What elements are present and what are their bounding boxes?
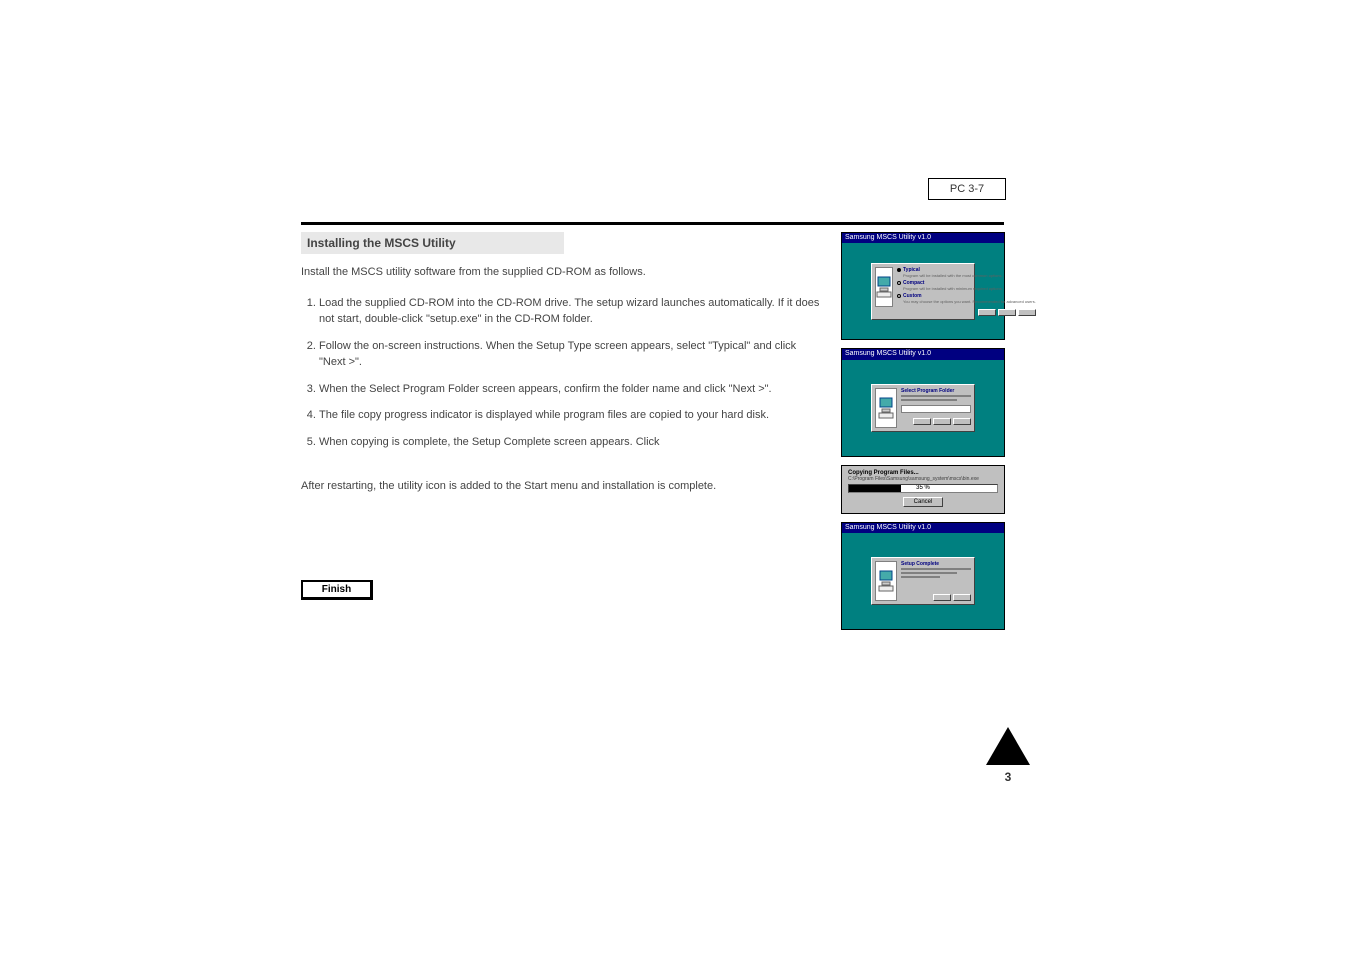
folder-heading: Select Program Folder [901, 388, 971, 394]
figure-setup-complete: Samsung MSCS Utility v1.0 Setup Complete [841, 522, 1005, 630]
page-label: PC 3-7 [928, 178, 1006, 200]
wizard-side-graphic [875, 561, 897, 601]
step-1: Load the supplied CD-ROM into the CD-ROM… [319, 295, 821, 328]
radio-typical: Typical Program will be installed with t… [897, 267, 1036, 278]
figure-select-folder: Samsung MSCS Utility v1.0 Select Program… [841, 348, 1005, 456]
wizard-side-graphic [875, 388, 897, 428]
section-title: Installing the MSCS Utility [301, 232, 564, 254]
step-5-pre: When copying is complete, the Setup Comp… [319, 436, 660, 448]
figure-copy-progress: Copying Program Files... C:\Program File… [841, 465, 1005, 514]
figures-column: Samsung MSCS Utility v1.0 [841, 232, 1005, 638]
intro-text: Install the MSCS utility software from t… [301, 264, 821, 281]
folder-input [901, 405, 971, 413]
step-5: When copying is complete, the Setup Comp… [319, 434, 821, 451]
note-text: After restarting, the utility icon is ad… [301, 478, 821, 495]
progress-percent-label: 35 % [849, 485, 997, 492]
nav-up-icon[interactable] [986, 727, 1030, 765]
header-rule [301, 222, 1004, 225]
progress-bar: 35 % [848, 484, 998, 493]
titlebar: Samsung MSCS Utility v1.0 [842, 523, 1004, 533]
titlebar: Samsung MSCS Utility v1.0 [842, 349, 1004, 359]
computer-icon [876, 275, 892, 299]
radio-custom: Custom You may choose the options you wa… [897, 293, 1036, 304]
complete-heading: Setup Complete [901, 561, 971, 567]
cancel-button: Cancel [903, 497, 944, 507]
computer-icon [878, 569, 894, 593]
page-number: 3 [986, 770, 1030, 784]
figure-setup-type: Samsung MSCS Utility v1.0 [841, 232, 1005, 340]
wizard-side-graphic [875, 267, 893, 307]
step-3: When the Select Program Folder screen ap… [319, 381, 821, 398]
progress-path: C:\Program Files\Samsung\samsung_system\… [848, 476, 998, 482]
step-2: Follow the on-screen instructions. When … [319, 338, 821, 371]
computer-icon [878, 396, 894, 420]
body-text: Install the MSCS utility software from t… [301, 264, 821, 509]
finish-button-graphic: Finish [301, 580, 373, 600]
radio-compact: Compact Program will be installed with m… [897, 280, 1036, 291]
step-4: The file copy progress indicator is disp… [319, 407, 821, 424]
titlebar: Samsung MSCS Utility v1.0 [842, 233, 1004, 243]
